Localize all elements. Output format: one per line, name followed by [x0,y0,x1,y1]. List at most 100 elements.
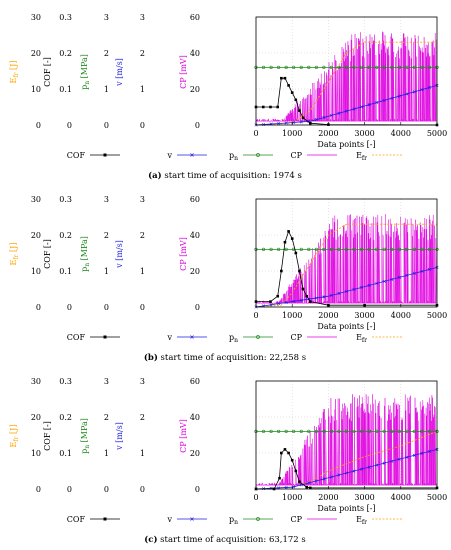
y-axis-label: COF [-] [43,421,52,451]
cof-marker [280,451,283,455]
cof-marker [269,105,272,109]
plot-frame [255,198,438,308]
v-marker [284,300,288,305]
legend-label-sub: fr [362,337,367,344]
x-tick-label: 3000 [354,129,374,138]
axis-label-sub: n [84,81,91,85]
cof-marker [276,105,280,109]
pn-marker [284,247,288,251]
y-tick-label: 1 [104,449,109,458]
y-axis-label-text: CP [mV] [179,237,188,271]
x-tick-label: 2000 [318,311,338,320]
cof-marker [283,448,287,451]
y-axis-label-text: v [m/s] [115,58,124,87]
y-tick-label: 0 [36,303,41,312]
efr-series [255,41,437,126]
v-marker [329,293,333,297]
legend-label-sub: fr [362,155,367,162]
x-axis-label: Data points [-] [317,322,375,331]
axis-label-unit: [MPa] [80,418,89,445]
pn-marker [427,429,432,434]
pn-marker [367,247,371,251]
pn-marker [269,429,273,434]
pn-marker [405,247,409,251]
v-marker [367,465,371,469]
y-axis-label: CP [mV] [179,55,188,89]
pn-marker [314,65,318,69]
y-axis-label-text: Efr [J] [9,243,20,266]
pn-marker [420,429,424,434]
v-marker [390,277,394,281]
y-tick-label: 30 [31,377,41,386]
y-axis-label-text: pn [MPa] [80,236,91,272]
y-tick-label: 0.1 [59,267,72,276]
axis-label-unit: [MPa] [80,236,89,263]
y-tick-label: 20 [190,85,200,94]
legend-label-sub: n [234,337,238,344]
x-tick-label: 4000 [391,311,411,320]
legend-label-sub: n [234,519,238,526]
y-tick-label: 0.2 [59,49,72,58]
v-marker [420,88,424,92]
v-marker [307,481,311,485]
v-marker [322,477,326,481]
pn-marker [412,247,416,251]
legend-label-main: CP [290,515,302,524]
y-tick-label: 0 [36,121,41,130]
y-tick-label: 0 [195,121,200,130]
pn-marker [367,65,371,69]
y-axis-label-text: COF [-] [43,239,52,269]
pn-marker [329,65,334,69]
cof-marker [309,300,312,303]
x-tick-label: 2000 [318,129,338,138]
pn-marker [269,65,273,69]
cof-marker [287,84,290,87]
axis-label-main: CP [mV] [179,419,188,453]
v-series [255,85,438,126]
pn-marker [299,65,303,69]
v-marker [337,111,341,115]
v-marker [322,116,326,120]
x-tick-label: 0 [253,493,258,502]
v-marker [390,96,394,100]
cof-marker [301,116,305,120]
y-tick-label: 1 [140,85,145,94]
caption-text: start time of acquisition: 22,258 s [158,353,306,363]
y-tick-label: 3 [140,13,145,22]
axis-label-main: CP [mV] [179,237,188,271]
v-marker [412,90,416,94]
cof-marker [298,269,301,273]
v-marker [292,485,296,489]
legend-marker [190,517,194,521]
x-tick-label: 1000 [282,311,302,320]
y-axis-label: v [m/s] [115,58,124,87]
legend-item-cof: COF [67,151,120,160]
pn-marker [405,429,409,434]
pn-marker [337,429,341,434]
axis-label-main: v [m/s] [115,240,124,269]
v-marker [367,283,371,287]
pn-marker [412,65,416,69]
y-tick-label: 0 [195,303,200,312]
legend-label: Efr [356,151,367,162]
plot-frame [255,16,438,126]
y-tick-label: 2 [104,231,109,240]
legend-item-cp: CP [290,515,337,524]
v-marker [412,453,416,457]
x-tick-label: 4000 [391,129,411,138]
axis-label-sub: n [84,445,91,449]
y-tick-label: 40 [190,49,200,58]
v-marker [299,120,303,124]
legend-label-main: E [356,333,362,342]
axis-label-unit: [J] [9,425,18,437]
legend-item-cp: CP [290,151,337,160]
v-marker [427,86,431,90]
legend-label-main: E [356,515,362,524]
y-axis-label: v [m/s] [115,422,124,451]
pn-marker [420,65,424,69]
y-tick-label: 20 [31,49,41,58]
cof-marker [269,300,272,303]
legend-item-v: v [166,515,207,524]
v-marker [360,285,364,289]
axis-label-unit: [MPa] [80,54,89,81]
